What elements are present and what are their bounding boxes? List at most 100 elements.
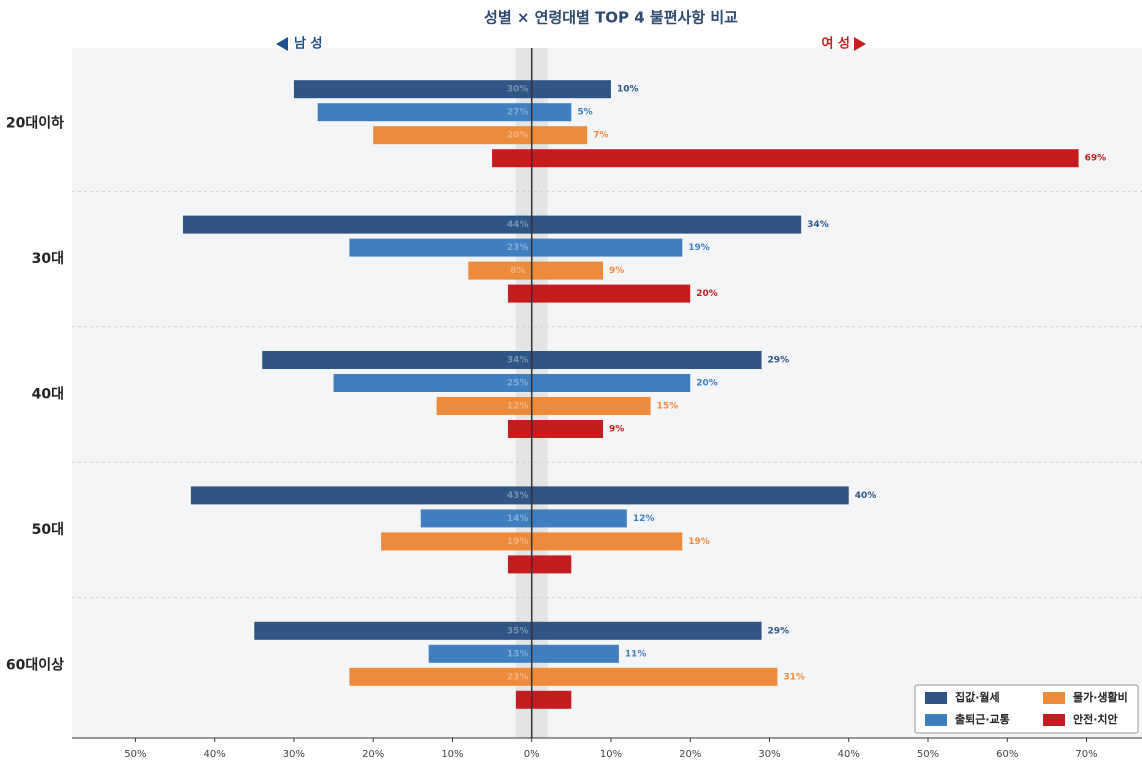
x-tick-label: 40% <box>204 749 226 760</box>
y-tick-label: 30대 <box>32 251 64 267</box>
bar <box>507 420 532 438</box>
legend-box <box>914 684 1139 734</box>
side-label: 여 성 <box>822 36 850 52</box>
value-label: 34% <box>507 356 529 366</box>
bar <box>531 103 572 122</box>
bar <box>531 644 619 663</box>
value-label: 29% <box>768 626 790 636</box>
x-tick-label: 30% <box>283 749 305 760</box>
bar <box>531 555 572 574</box>
bar <box>254 621 532 640</box>
value-label: 12% <box>507 402 529 412</box>
x-tick-label: 40% <box>838 749 860 760</box>
bar <box>531 621 762 640</box>
value-label: 10% <box>617 85 639 95</box>
legend-label: 물가·생활비 <box>1073 690 1128 704</box>
legend-label: 출퇴근·교통 <box>955 712 1010 726</box>
bar <box>531 690 572 709</box>
value-label: 9% <box>609 266 624 276</box>
value-label: 20% <box>507 131 529 141</box>
value-label: 11% <box>625 649 647 659</box>
value-label: 15% <box>657 402 679 412</box>
bar <box>531 149 1079 168</box>
bar <box>531 486 849 505</box>
y-tick-label: 20대이하 <box>6 115 64 132</box>
legend-swatch <box>1043 714 1065 726</box>
value-label: 30% <box>507 85 529 95</box>
value-label: 27% <box>507 108 529 118</box>
value-label: 19% <box>688 243 710 253</box>
value-label: 40% <box>855 491 877 501</box>
bar <box>531 215 802 234</box>
bar <box>420 509 532 528</box>
bar <box>531 509 627 528</box>
x-tick-label: 50% <box>124 749 146 760</box>
value-label: 9% <box>609 425 624 435</box>
x-tick-label: 20% <box>679 749 701 760</box>
bar <box>531 532 683 551</box>
x-tick-label: 0% <box>524 749 540 760</box>
bar <box>373 126 532 145</box>
value-label: 34% <box>807 220 829 230</box>
bar <box>349 667 532 686</box>
bar <box>333 374 532 392</box>
right-arrow <box>854 37 866 51</box>
value-label: 43% <box>507 491 529 501</box>
bar <box>507 284 532 303</box>
y-tick-label: 40대 <box>32 387 64 403</box>
legend-swatch <box>925 692 947 704</box>
bar <box>190 486 532 505</box>
bar <box>531 374 691 392</box>
bar <box>515 690 532 709</box>
value-label: 7% <box>593 131 608 141</box>
x-tick-label: 20% <box>362 749 384 760</box>
side-label: 남 성 <box>294 36 322 52</box>
value-label: 14% <box>507 514 529 524</box>
x-tick-label: 60% <box>996 749 1018 760</box>
x-tick-label: 10% <box>441 749 463 760</box>
legend-label: 안전·치안 <box>1073 712 1118 726</box>
bar <box>531 80 611 99</box>
value-label: 44% <box>507 220 529 230</box>
value-label: 12% <box>633 514 655 524</box>
value-label: 13% <box>507 649 529 659</box>
bar <box>531 667 778 686</box>
value-label: 20% <box>696 379 718 389</box>
value-label: 23% <box>507 672 529 682</box>
left-arrow <box>276 37 288 51</box>
legend-label: 집값·월세 <box>955 690 1000 704</box>
x-tick-label: 50% <box>917 749 939 760</box>
bar <box>349 238 532 257</box>
value-label: 19% <box>507 537 529 547</box>
bar <box>428 644 532 663</box>
chart-title: 성별 × 연령대별 TOP 4 불편사항 비교 <box>484 9 738 27</box>
bar <box>531 126 588 145</box>
bar <box>531 351 762 369</box>
value-label: 35% <box>507 626 529 636</box>
bar <box>531 261 604 280</box>
value-label: 5% <box>577 108 592 118</box>
value-label: 8% <box>510 266 525 276</box>
bar <box>531 284 691 303</box>
bar <box>531 420 604 438</box>
x-tick-label: 30% <box>758 749 780 760</box>
legend-swatch <box>1043 692 1065 704</box>
x-tick-label: 70% <box>1075 749 1097 760</box>
value-label: 69% <box>1085 154 1107 164</box>
value-label: 23% <box>507 243 529 253</box>
value-label: 20% <box>696 289 718 299</box>
bar <box>468 261 532 280</box>
bar <box>436 397 532 415</box>
bar <box>262 351 532 369</box>
value-label: 29% <box>768 356 790 366</box>
bar <box>531 397 651 415</box>
bar <box>182 215 532 234</box>
bar <box>293 80 532 99</box>
y-tick-label: 60대이상 <box>6 656 64 673</box>
value-label: 25% <box>507 379 529 389</box>
x-tick-label: 10% <box>600 749 622 760</box>
y-tick-label: 50대 <box>32 522 64 538</box>
value-label: 19% <box>688 537 710 547</box>
value-label: 31% <box>783 672 805 682</box>
